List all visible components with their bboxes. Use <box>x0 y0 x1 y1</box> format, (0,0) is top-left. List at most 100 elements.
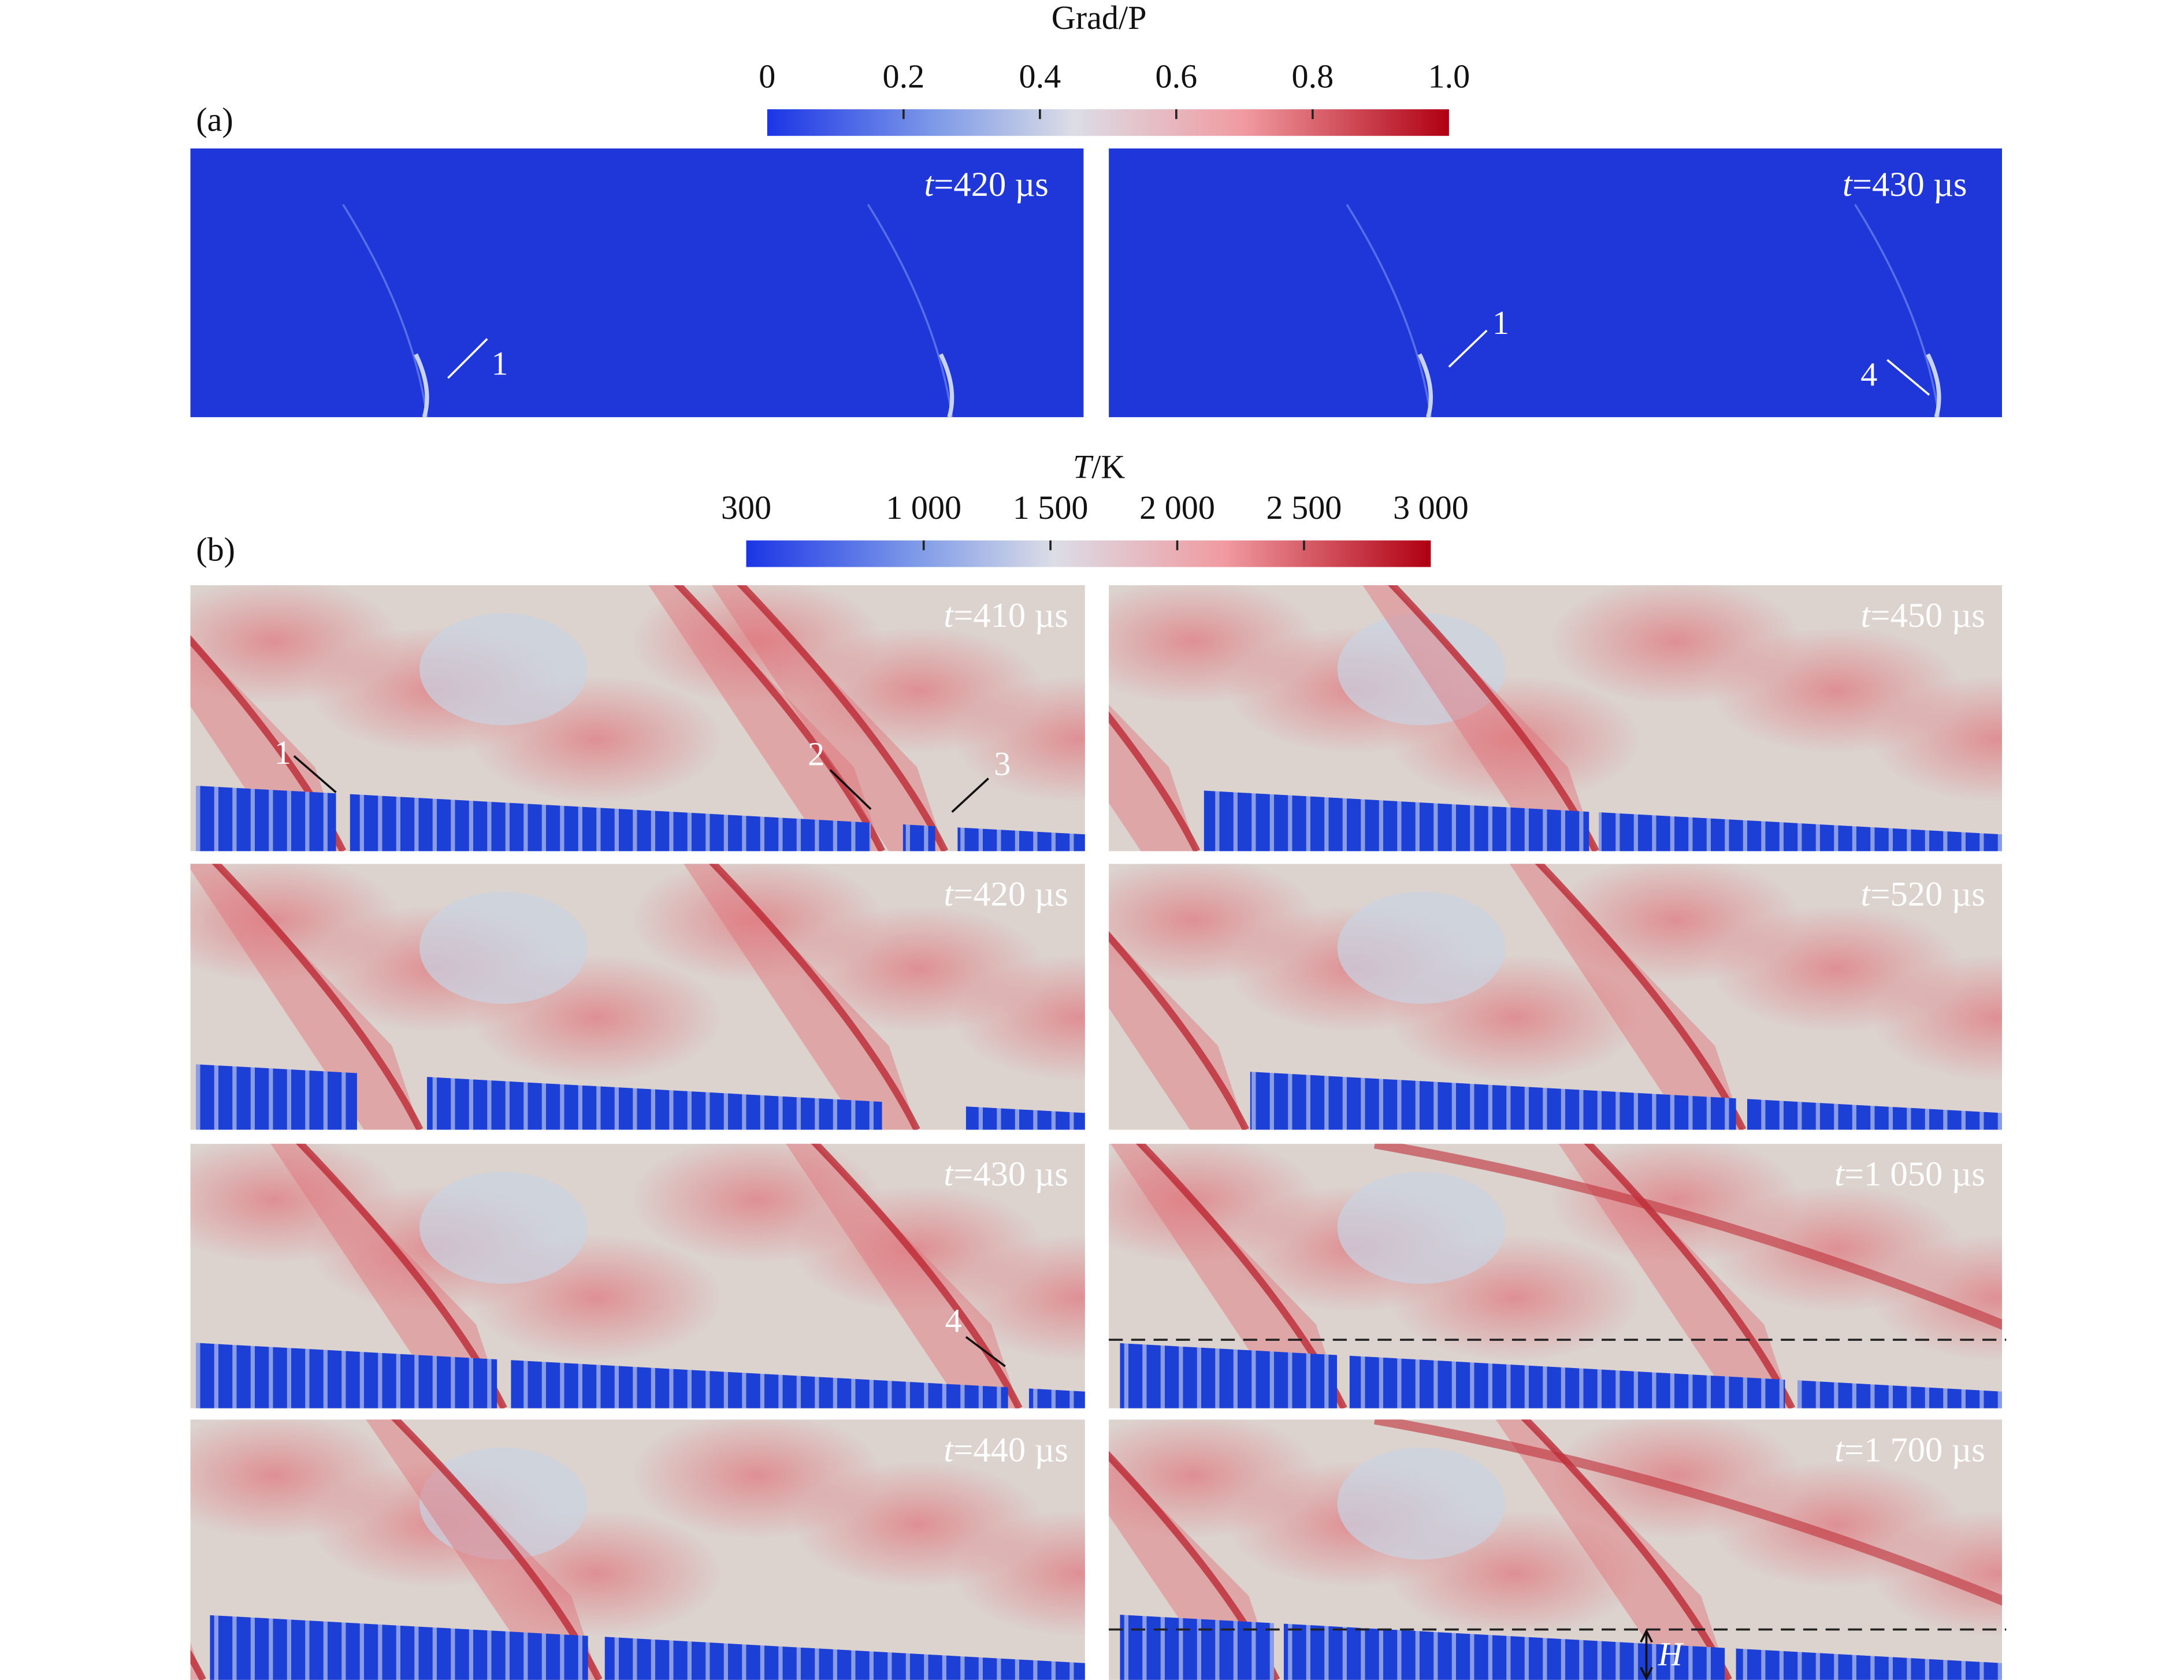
fresh-mixture <box>1028 1388 1085 1408</box>
time-value: =1 050 µs <box>1844 1155 1985 1194</box>
fresh-mixture <box>1599 812 2002 852</box>
fresh-mixture <box>1736 1648 2002 1680</box>
tick-label: 1 000 <box>886 489 961 526</box>
time-value: =1 700 µs <box>1844 1430 1985 1469</box>
time-value: =450 µs <box>1870 596 1985 635</box>
shock <box>737 585 948 852</box>
shock <box>1374 1419 2002 1606</box>
cool-region <box>419 1172 588 1284</box>
arrow-head <box>1640 1628 1653 1680</box>
frame <box>1109 1419 2002 1680</box>
time-label: t=420 µs <box>944 875 1068 913</box>
fresh-mixture <box>1250 1072 1736 1130</box>
annotation: 1 <box>274 734 291 771</box>
frame <box>190 148 1084 418</box>
frame <box>1109 585 2002 852</box>
shock-band <box>684 864 918 1130</box>
tick-label: 0.4 <box>1019 58 1061 95</box>
fresh-mixture <box>350 794 871 852</box>
fresh-mixture <box>1120 1615 1274 1680</box>
fresh-mixture <box>511 1360 1008 1408</box>
fresh-mixture <box>957 827 1085 852</box>
annotation-line <box>965 1336 1006 1367</box>
shock-band <box>1495 1419 1729 1680</box>
time-symbol: t <box>1860 596 1871 635</box>
shock-band <box>190 864 420 1130</box>
cool-region <box>1337 1172 1506 1284</box>
fresh-mixture <box>210 1615 588 1680</box>
tick-label: 0.2 <box>883 58 925 95</box>
title-unit: /K <box>1091 448 1125 486</box>
hot-region <box>1871 1235 2002 1361</box>
shock-trace <box>342 203 428 418</box>
annotation: 4 <box>1860 356 1877 393</box>
shock <box>1535 864 1747 1130</box>
frame <box>1109 148 2002 418</box>
fresh-mixture <box>1283 1623 1725 1680</box>
field <box>190 148 1084 418</box>
shock-band <box>786 1143 1019 1408</box>
shock-band <box>1558 1143 1792 1408</box>
annotation-line <box>829 769 872 810</box>
cool-region <box>419 613 588 726</box>
tick-label: 1.0 <box>1428 58 1470 95</box>
time-label: t=430 µs <box>944 1155 1068 1194</box>
fresh-mixture <box>1120 1343 1338 1408</box>
shock-band <box>1509 864 1743 1130</box>
front <box>1417 353 1433 418</box>
annotation-line <box>1448 329 1488 368</box>
fresh-mixture <box>965 1106 1085 1130</box>
time-symbol: t <box>944 875 954 913</box>
annotation: 2 <box>808 735 824 772</box>
tick-label: 3 000 <box>1393 489 1469 526</box>
panel-label: (a) <box>196 101 233 139</box>
frame <box>190 1143 1085 1408</box>
time-label: t=440 µs <box>944 1430 1068 1469</box>
shock <box>708 864 920 1130</box>
time-label: t=1 700 µs <box>1834 1430 1985 1469</box>
frame <box>190 585 1085 852</box>
cool-region <box>1337 613 1506 726</box>
time-value: =420 µs <box>953 875 1068 913</box>
hot-region <box>1871 954 2002 1081</box>
shock <box>1109 711 1201 852</box>
time-symbol: t <box>924 165 935 204</box>
time-symbol: t <box>1834 1155 1845 1194</box>
frame <box>190 1419 1085 1680</box>
time-symbol: t <box>944 596 954 635</box>
colorbar-title: T/K <box>1073 448 1125 486</box>
front <box>414 353 429 418</box>
annotation: 1 <box>491 344 508 382</box>
hot-region <box>1871 1510 2002 1637</box>
cool-region <box>419 1447 588 1560</box>
frame <box>1109 1143 2002 1408</box>
fresh-mixture <box>196 1064 357 1130</box>
time-value: =410 µs <box>953 596 1068 635</box>
front <box>939 353 954 418</box>
tick-label: 300 <box>721 489 771 526</box>
fresh-mixture <box>427 1077 882 1130</box>
fresh-mixture <box>1349 1355 1785 1408</box>
fresh-mixture <box>604 1637 1085 1680</box>
panel-label: (b) <box>196 531 235 568</box>
tick-label: 0.8 <box>1292 58 1334 95</box>
front <box>1926 353 1941 418</box>
tick-label: 2 000 <box>1139 489 1215 526</box>
fresh-mixture <box>1797 1380 2002 1408</box>
colorbar-title: Grad/P <box>1052 0 1147 36</box>
cool-region <box>1337 891 1506 1004</box>
hot-region <box>953 1510 1085 1637</box>
shock-band <box>1362 585 1596 852</box>
annotation: 3 <box>994 745 1011 782</box>
annotation: 4 <box>945 1302 962 1340</box>
annotation-line <box>1886 359 1930 396</box>
fresh-mixture <box>902 824 935 852</box>
frame <box>190 864 1085 1130</box>
shock <box>1584 1143 1795 1408</box>
time-value: =440 µs <box>953 1430 1068 1469</box>
shock <box>211 864 424 1130</box>
tick-label: 1 500 <box>1013 489 1089 526</box>
tick-label: 0 <box>759 58 775 95</box>
